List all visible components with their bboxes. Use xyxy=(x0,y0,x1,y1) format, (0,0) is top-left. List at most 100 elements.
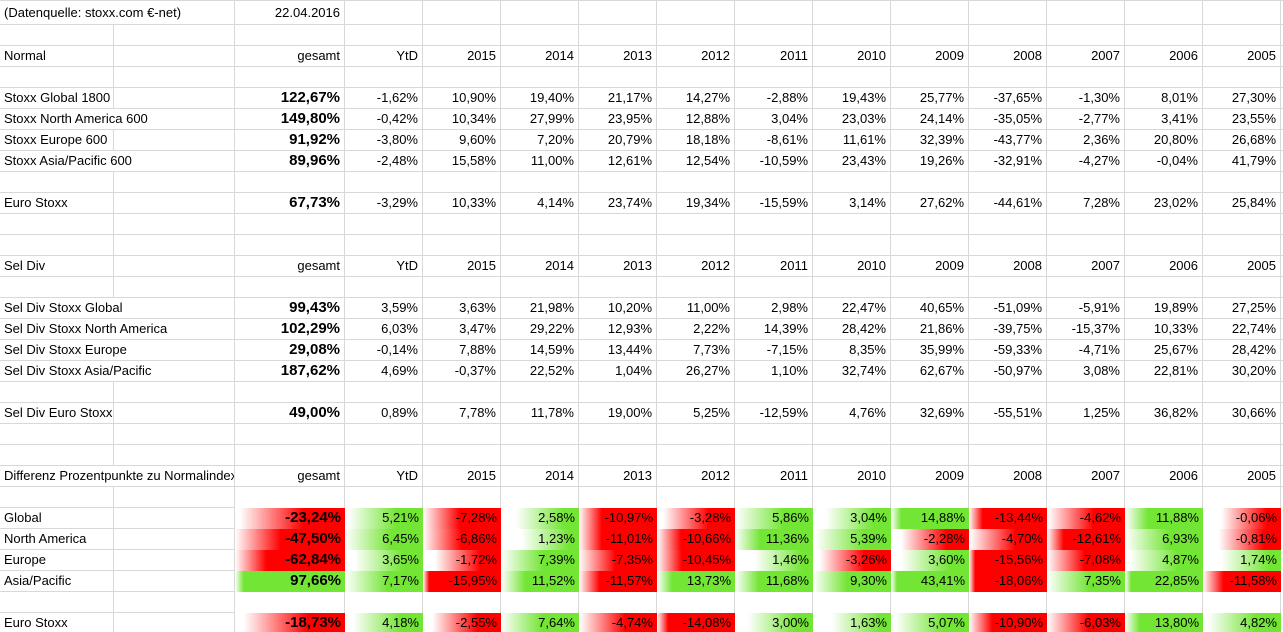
value-cell[interactable]: 26,68% xyxy=(1203,130,1281,151)
value-cell[interactable]: 0,89% xyxy=(345,403,423,424)
value-cell[interactable]: 23,95% xyxy=(579,109,657,130)
row-label-cell[interactable] xyxy=(0,277,235,298)
value-cell[interactable]: -2,88% xyxy=(735,88,813,109)
empty-cell[interactable] xyxy=(235,592,345,613)
value-cell[interactable]: 3,04% xyxy=(735,109,813,130)
empty-cell[interactable] xyxy=(1125,214,1203,235)
value-cell[interactable]: -10,90% xyxy=(969,613,1047,632)
value-cell[interactable]: 11,52% xyxy=(501,571,579,592)
value-cell[interactable]: 32,69% xyxy=(891,403,969,424)
empty-cell[interactable] xyxy=(501,277,579,298)
value-cell[interactable]: 9,60% xyxy=(423,130,501,151)
empty-cell[interactable] xyxy=(1203,277,1281,298)
column-header-cell[interactable]: 2006 xyxy=(1125,46,1203,67)
row-label-cell[interactable]: Sel Div xyxy=(0,256,235,277)
empty-cell[interactable] xyxy=(969,25,1047,46)
empty-cell[interactable] xyxy=(1047,277,1125,298)
empty-cell[interactable] xyxy=(657,592,735,613)
value-cell[interactable]: 19,40% xyxy=(501,88,579,109)
empty-cell[interactable] xyxy=(1125,25,1203,46)
value-cell[interactable]: 35,99% xyxy=(891,340,969,361)
column-header-cell[interactable]: 2006 xyxy=(1125,256,1203,277)
empty-cell[interactable] xyxy=(579,487,657,508)
empty-cell[interactable] xyxy=(657,25,735,46)
empty-cell[interactable] xyxy=(657,424,735,445)
value-cell[interactable]: 21,86% xyxy=(891,319,969,340)
value-cell[interactable]: 2,98% xyxy=(735,298,813,319)
empty-cell[interactable] xyxy=(1047,172,1125,193)
empty-cell[interactable] xyxy=(501,214,579,235)
value-cell[interactable]: 27,30% xyxy=(1203,88,1281,109)
empty-cell[interactable] xyxy=(735,592,813,613)
empty-cell[interactable] xyxy=(735,382,813,403)
empty-cell[interactable] xyxy=(813,592,891,613)
value-cell[interactable]: 10,34% xyxy=(423,109,501,130)
empty-cell[interactable] xyxy=(969,445,1047,466)
value-cell[interactable]: -10,97% xyxy=(579,508,657,529)
empty-cell[interactable] xyxy=(423,277,501,298)
value-cell[interactable]: 91,92% xyxy=(235,130,345,151)
value-cell[interactable]: 3,65% xyxy=(345,550,423,571)
value-cell[interactable]: -15,95% xyxy=(423,571,501,592)
value-cell[interactable]: -15,59% xyxy=(735,193,813,214)
empty-cell[interactable] xyxy=(235,487,345,508)
empty-cell[interactable] xyxy=(735,235,813,256)
empty-cell[interactable] xyxy=(1203,487,1281,508)
column-header-cell[interactable]: 2008 xyxy=(969,46,1047,67)
empty-cell[interactable] xyxy=(423,67,501,88)
value-cell[interactable]: 26,27% xyxy=(657,361,735,382)
empty-cell[interactable] xyxy=(735,172,813,193)
empty-cell[interactable] xyxy=(579,67,657,88)
value-cell[interactable]: 3,08% xyxy=(1047,361,1125,382)
empty-cell[interactable] xyxy=(501,592,579,613)
value-cell[interactable]: 22,52% xyxy=(501,361,579,382)
value-cell[interactable]: -3,26% xyxy=(813,550,891,571)
empty-cell[interactable] xyxy=(501,424,579,445)
value-cell[interactable]: 25,77% xyxy=(891,88,969,109)
row-label-cell[interactable] xyxy=(0,592,235,613)
value-cell[interactable]: -8,61% xyxy=(735,130,813,151)
empty-cell[interactable] xyxy=(501,382,579,403)
empty-cell[interactable] xyxy=(501,1,579,25)
value-cell[interactable]: 27,25% xyxy=(1203,298,1281,319)
column-header-cell[interactable]: 2013 xyxy=(579,46,657,67)
value-cell[interactable]: -15,56% xyxy=(969,550,1047,571)
empty-cell[interactable] xyxy=(579,382,657,403)
value-cell[interactable]: -7,35% xyxy=(579,550,657,571)
value-cell[interactable]: 3,04% xyxy=(813,508,891,529)
value-cell[interactable]: -2,77% xyxy=(1047,109,1125,130)
value-cell[interactable]: -0,42% xyxy=(345,109,423,130)
empty-cell[interactable] xyxy=(969,67,1047,88)
empty-cell[interactable] xyxy=(891,424,969,445)
value-cell[interactable]: 29,08% xyxy=(235,340,345,361)
value-cell[interactable]: 14,39% xyxy=(735,319,813,340)
column-header-cell[interactable]: 2013 xyxy=(579,466,657,487)
value-cell[interactable]: 10,33% xyxy=(423,193,501,214)
column-header-cell[interactable]: YtD xyxy=(345,466,423,487)
value-cell[interactable]: 1,74% xyxy=(1203,550,1281,571)
value-cell[interactable]: 41,79% xyxy=(1203,151,1281,172)
row-label-cell[interactable] xyxy=(0,487,235,508)
value-cell[interactable]: -18,73% xyxy=(235,613,345,632)
empty-cell[interactable] xyxy=(969,487,1047,508)
value-cell[interactable]: -11,01% xyxy=(579,529,657,550)
empty-cell[interactable] xyxy=(579,592,657,613)
empty-cell[interactable] xyxy=(1203,235,1281,256)
value-cell[interactable]: 10,90% xyxy=(423,88,501,109)
column-header-cell[interactable]: 2014 xyxy=(501,256,579,277)
value-cell[interactable]: 23,43% xyxy=(813,151,891,172)
empty-cell[interactable] xyxy=(1047,445,1125,466)
empty-cell[interactable] xyxy=(235,214,345,235)
value-cell[interactable]: -4,27% xyxy=(1047,151,1125,172)
empty-cell[interactable] xyxy=(891,25,969,46)
value-cell[interactable]: 11,00% xyxy=(501,151,579,172)
row-label-cell[interactable]: Sel Div Stoxx Europe xyxy=(0,340,235,361)
empty-cell[interactable] xyxy=(235,445,345,466)
value-cell[interactable]: 62,67% xyxy=(891,361,969,382)
value-cell[interactable]: 2,36% xyxy=(1047,130,1125,151)
empty-cell[interactable] xyxy=(1125,424,1203,445)
value-cell[interactable]: -18,06% xyxy=(969,571,1047,592)
empty-cell[interactable] xyxy=(235,277,345,298)
empty-cell[interactable] xyxy=(657,1,735,25)
empty-cell[interactable] xyxy=(501,235,579,256)
